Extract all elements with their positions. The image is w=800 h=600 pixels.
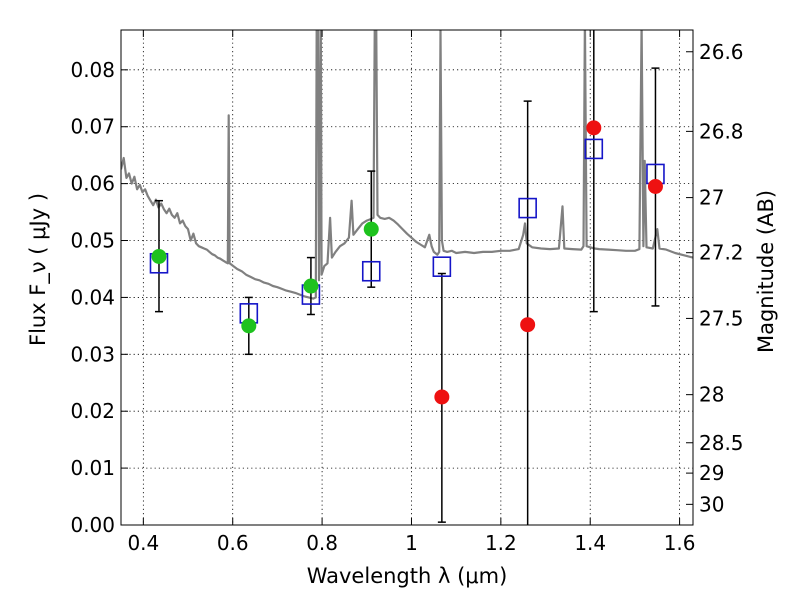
model-square: [361, 260, 381, 282]
x-tick-label: 1: [405, 531, 418, 555]
mag-tick-label: 30: [699, 492, 724, 516]
detected-point: [363, 221, 379, 237]
mag-tick-label: 28: [699, 383, 724, 407]
x-axis-label: Wavelength λ (μm): [307, 564, 508, 588]
x-tick-label: 0.8: [306, 531, 338, 555]
model-square: [518, 197, 537, 219]
y-tick-label: 0.02: [70, 399, 115, 423]
upper-limit-point: [586, 120, 602, 136]
mag-tick-label: 29: [699, 461, 724, 485]
x-tick-label: 1.4: [574, 531, 606, 555]
model-spectrum: [121, 30, 693, 300]
x-tick-label: 1.2: [485, 531, 517, 555]
mag-tick-label: 27: [699, 186, 724, 210]
plot-frame: [120, 29, 694, 526]
axis-ticks: 0.4 0.6 0.8 1 1.2 1.4 1.6 0.00 0.01 0.02 0.03 0.04 0…: [70, 30, 744, 555]
mag-tick-label: 27.2: [699, 241, 744, 265]
mag-tick-label: 27.5: [699, 306, 744, 330]
upper-limit-point: [647, 178, 663, 194]
mag-tick-label: 28.5: [699, 431, 744, 455]
upper-limit-point: [434, 389, 450, 405]
x-tick-label: 0.6: [217, 531, 249, 555]
model-square: [432, 256, 452, 277]
observed-photometry: [151, 120, 663, 405]
detected-point: [303, 278, 319, 294]
spectrum-line: [121, 30, 693, 300]
y-tick-label: 0.07: [70, 115, 115, 139]
x-tick-label: 0.4: [127, 531, 159, 555]
y-tick-label: 0.04: [70, 285, 115, 309]
y-axis-right-label: Magnitude (AB): [754, 190, 778, 353]
x-tick-label: 1.6: [664, 531, 696, 555]
detected-point: [241, 318, 257, 334]
y-axis-label: Flux F_ν ( μJy ): [26, 193, 51, 346]
mag-tick-label: 26.6: [699, 40, 744, 64]
y-tick-label: 0.00: [70, 513, 115, 537]
y-tick-label: 0.03: [70, 342, 115, 366]
mag-tick-label: 26.8: [699, 119, 744, 143]
y-tick-label: 0.08: [70, 58, 115, 82]
upper-limit-point: [520, 317, 536, 333]
y-tick-label: 0.06: [70, 172, 115, 196]
y-tick-label: 0.05: [70, 229, 115, 253]
model-square: [584, 138, 604, 160]
y-tick-label: 0.01: [70, 456, 115, 480]
detected-point: [151, 248, 167, 264]
